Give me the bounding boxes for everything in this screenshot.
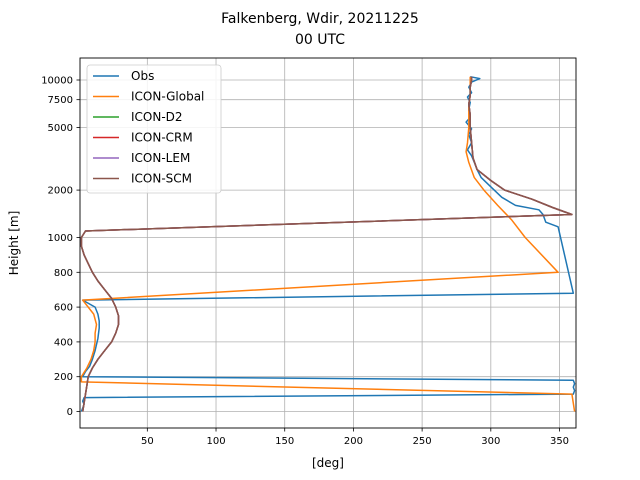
y-tick-label: 600: [54, 303, 73, 314]
x-tick-label: 350: [550, 436, 569, 447]
x-tick-label: 300: [481, 436, 500, 447]
legend-box: [86, 64, 222, 194]
y-tick-label: 7500: [48, 95, 73, 106]
x-tick-label: 100: [206, 436, 225, 447]
legend-label-icon-d2: ICON-D2: [131, 110, 183, 124]
x-tick-label: 200: [344, 436, 363, 447]
y-tick-label: 5000: [48, 123, 73, 134]
legend: Obs ICON-Global ICON-D2 ICON-CRM ICON-LEM ICO…: [86, 64, 222, 194]
legend-label-icon-global: ICON-Global: [131, 90, 204, 104]
chart-title: Falkenberg, Wdir, 20211225: [221, 11, 419, 27]
axis-ticks: 50 100 150 200 250 300 350 0 200 400 600 800 1000 200…: [41, 76, 569, 448]
y-axis-label: Height [m]: [7, 211, 21, 276]
x-tick-label: 250: [413, 436, 432, 447]
y-tick-label: 800: [54, 268, 73, 279]
chart-subtitle: 00 UTC: [295, 32, 345, 48]
y-tick-label: 2000: [48, 186, 73, 197]
legend-label-icon-crm: ICON-CRM: [131, 131, 193, 145]
series-line-icon-global: [80, 76, 576, 412]
x-tick-label: 50: [141, 436, 154, 447]
legend-label-obs: Obs: [131, 69, 154, 83]
series-line-icon-scm: [80, 76, 573, 412]
series-lines: [80, 75, 576, 412]
legend-label-icon-scm: ICON-SCM: [131, 172, 192, 186]
y-tick-label: 10000: [41, 76, 73, 87]
x-axis-label: [deg]: [312, 456, 344, 470]
y-tick-label: 0: [67, 407, 73, 418]
legend-label-icon-lem: ICON-LEM: [131, 151, 190, 165]
plot-frame: [79, 57, 577, 429]
y-tick-label: 1000: [48, 233, 73, 244]
x-tick-label: 150: [275, 436, 294, 447]
y-tick-label: 400: [54, 337, 73, 348]
y-tick-label: 200: [54, 372, 73, 383]
